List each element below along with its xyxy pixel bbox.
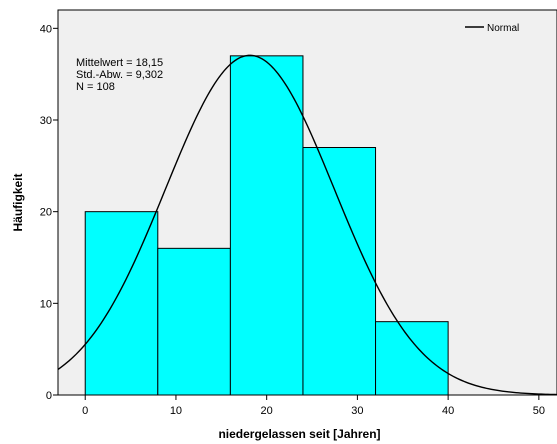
- y-tick-label-4: 40: [40, 23, 52, 35]
- axes-group: 0 10 20 30 40 50 0 10 20 30 40: [40, 23, 545, 417]
- y-tick-label-2: 20: [40, 207, 52, 219]
- stat-line-0: Mittelwert = 18,15: [76, 57, 163, 69]
- stat-line-1: Std.-Abw. = 9,302: [76, 69, 163, 81]
- histogram-bar-4: [375, 321, 449, 396]
- legend: Normal: [465, 23, 519, 34]
- legend-label: Normal: [487, 23, 519, 34]
- x-tick-label-3: 30: [351, 405, 363, 417]
- histogram-bar-3: [302, 147, 377, 396]
- y-tick-label-0: 0: [46, 390, 52, 402]
- y-tick-label-3: 30: [40, 115, 52, 127]
- stat-line-2: N = 108: [76, 81, 115, 93]
- x-tick-label-1: 10: [170, 405, 182, 417]
- histogram-bar-2: [229, 55, 304, 396]
- x-tick-label-2: 20: [261, 405, 273, 417]
- histogram-bar-1: [157, 247, 231, 396]
- x-tick-label-5: 50: [533, 405, 545, 417]
- y-axis-title: Häufigkeit: [11, 173, 25, 231]
- y-tick-label-1: 10: [40, 298, 52, 310]
- normal-curve: [57, 54, 557, 396]
- x-axis-title: niedergelassen seit [Jahren]: [218, 427, 380, 441]
- x-tick-label-4: 40: [442, 405, 454, 417]
- histogram-bar-0: [84, 211, 159, 396]
- bars-group: [84, 55, 449, 396]
- x-tick-label-0: 0: [82, 405, 88, 417]
